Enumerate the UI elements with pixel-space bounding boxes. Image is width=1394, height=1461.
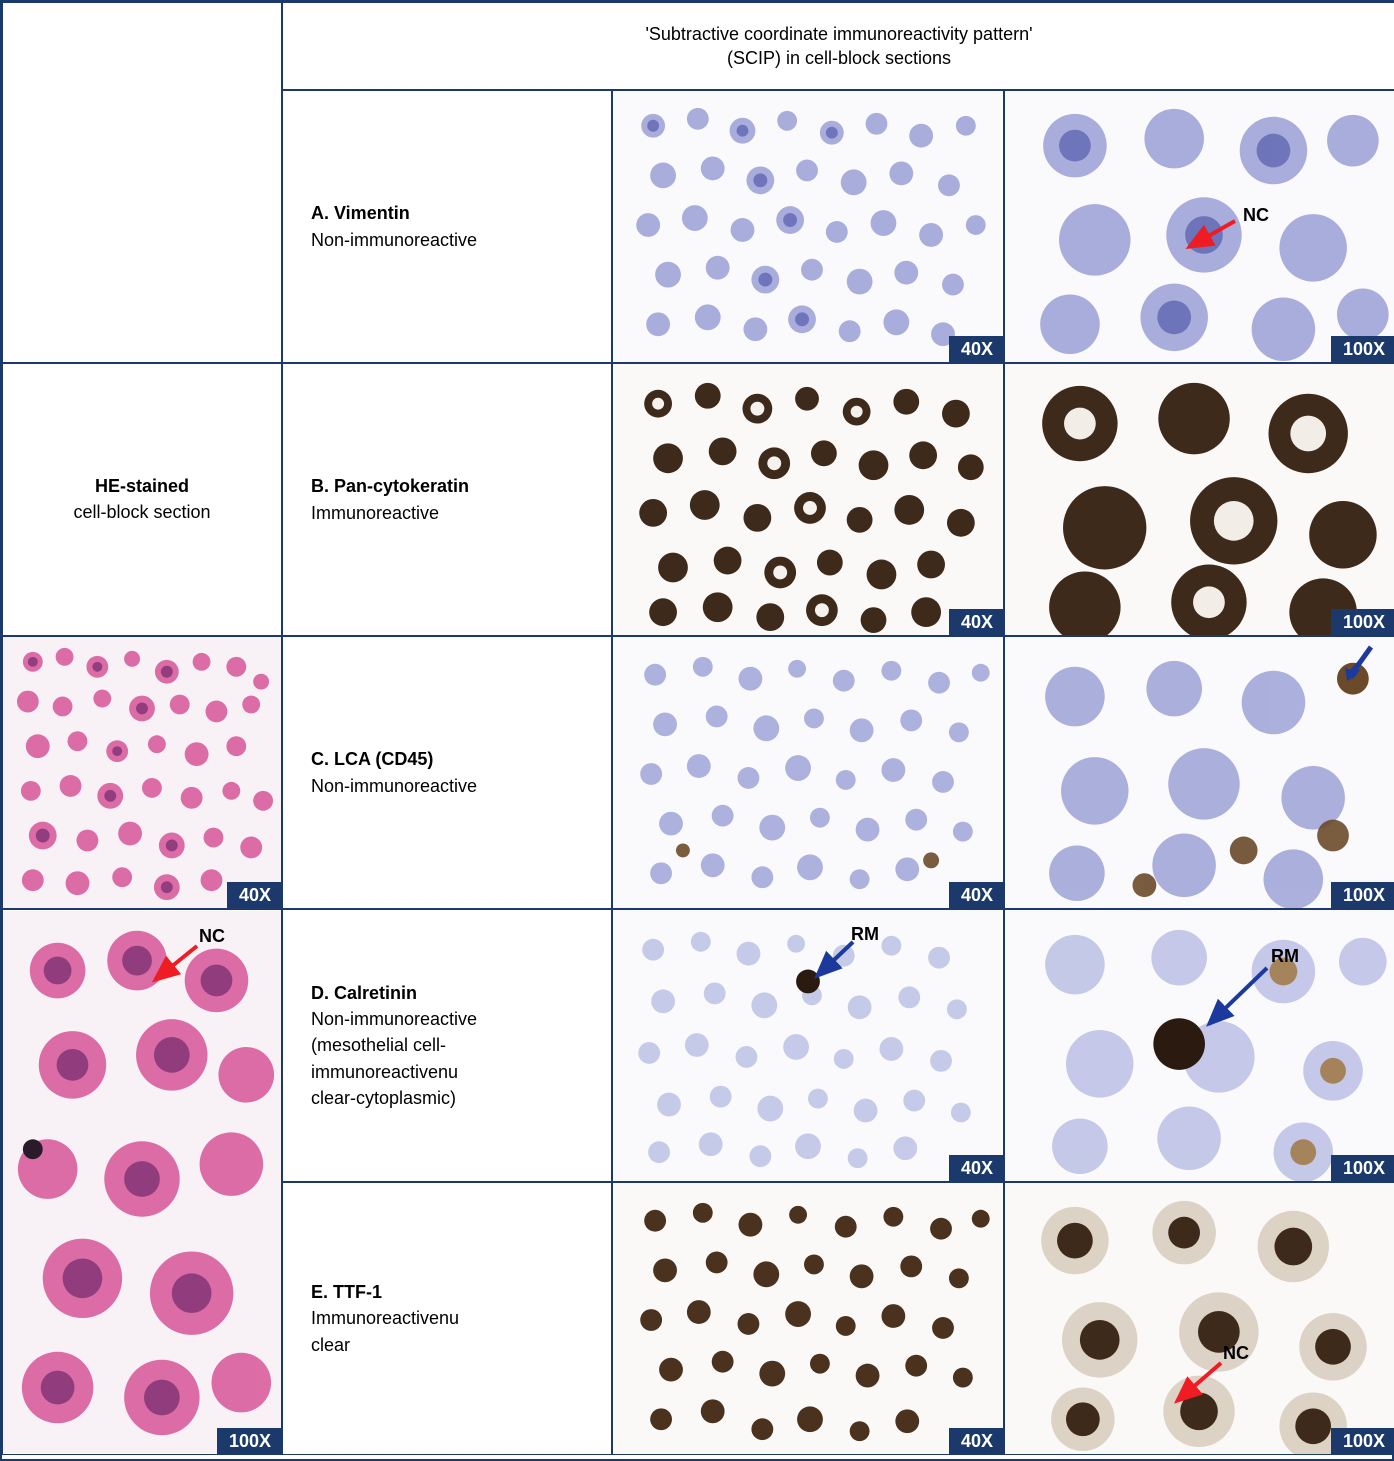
d-40x-badge: 40X	[949, 1155, 1003, 1181]
d-40x-micrograph	[613, 910, 1003, 1181]
c-40x-badge: 40X	[949, 882, 1003, 908]
figure-grid: 'Subtractive coordinate immunoreactivity…	[0, 0, 1394, 1461]
b-100x-badge: 100X	[1331, 609, 1394, 635]
e-40x-micrograph	[613, 1183, 1003, 1454]
he-40x-panel: 40X	[2, 636, 282, 909]
row-e-sub2: clear	[311, 1332, 611, 1358]
row-c-label: C. LCA (CD45) Non-immunoreactive	[282, 636, 612, 909]
d-40x-panel: RM 40X	[612, 909, 1004, 1182]
b-40x-micrograph	[613, 364, 1003, 635]
e-40x-badge: 40X	[949, 1428, 1003, 1454]
he-100x-micrograph	[3, 910, 281, 1454]
he-title-cell: HE-stained cell-block section	[2, 363, 282, 636]
row-e-sub1: Immunoreactivenu	[311, 1305, 611, 1331]
row-e-label: E. TTF-1 Immunoreactivenu clear	[282, 1182, 612, 1455]
he-title-line2: cell-block section	[73, 502, 210, 522]
row-d-title: D. Calretinin	[311, 980, 611, 1006]
c-100x-badge: 100X	[1331, 882, 1394, 908]
row-c-sub1: Non-immunoreactive	[311, 773, 611, 799]
e-40x-panel: 40X	[612, 1182, 1004, 1455]
row-a-sub1: Non-immunoreactive	[311, 227, 611, 253]
a-40x-micrograph	[613, 91, 1003, 362]
b-40x-panel: 40X	[612, 363, 1004, 636]
a-100x-micrograph	[1005, 91, 1394, 362]
scip-line2: (SCIP) in cell-block sections	[727, 46, 951, 70]
he-40x-micrograph	[3, 637, 281, 908]
row-b-sub1: Immunoreactive	[311, 500, 611, 526]
a-40x-badge: 40X	[949, 336, 1003, 362]
row-d-sub4: clear-cytoplasmic)	[311, 1085, 611, 1111]
he-100x-badge: 100X	[217, 1428, 281, 1454]
c-100x-panel: 100X	[1004, 636, 1394, 909]
he-title-line1: HE-stained	[95, 476, 189, 496]
blank-top-left	[2, 2, 282, 363]
row-a-label: A. Vimentin Non-immunoreactive	[282, 90, 612, 363]
d-100x-micrograph	[1005, 910, 1394, 1181]
row-d-label: D. Calretinin Non-immunoreactive (mesoth…	[282, 909, 612, 1182]
row-e-title: E. TTF-1	[311, 1279, 611, 1305]
d-100x-badge: 100X	[1331, 1155, 1394, 1181]
d-100x-panel: RM 100X	[1004, 909, 1394, 1182]
scip-line1: 'Subtractive coordinate immunoreactivity…	[645, 22, 1032, 46]
c-100x-micrograph	[1005, 637, 1394, 908]
b-100x-panel: 100X	[1004, 363, 1394, 636]
row-d-sub3: immunoreactivenu	[311, 1059, 611, 1085]
he-100x-panel: NC 100X	[2, 909, 282, 1455]
row-d-sub2: (mesothelial cell-	[311, 1032, 611, 1058]
c-40x-micrograph	[613, 637, 1003, 908]
row-a-title: A. Vimentin	[311, 200, 611, 226]
b-40x-badge: 40X	[949, 609, 1003, 635]
row-c-title: C. LCA (CD45)	[311, 746, 611, 772]
he-40x-badge: 40X	[227, 882, 281, 908]
row-b-label: B. Pan-cytokeratin Immunoreactive	[282, 363, 612, 636]
b-100x-micrograph	[1005, 364, 1394, 635]
e-100x-panel: NC 100X	[1004, 1182, 1394, 1455]
a-40x-panel: 40X	[612, 90, 1004, 363]
a-100x-badge: 100X	[1331, 336, 1394, 362]
e-100x-badge: 100X	[1331, 1428, 1394, 1454]
e-100x-micrograph	[1005, 1183, 1394, 1454]
row-b-title: B. Pan-cytokeratin	[311, 473, 611, 499]
a-100x-panel: NC 100X	[1004, 90, 1394, 363]
scip-header: 'Subtractive coordinate immunoreactivity…	[282, 2, 1394, 90]
row-d-sub1: Non-immunoreactive	[311, 1006, 611, 1032]
c-40x-panel: 40X	[612, 636, 1004, 909]
